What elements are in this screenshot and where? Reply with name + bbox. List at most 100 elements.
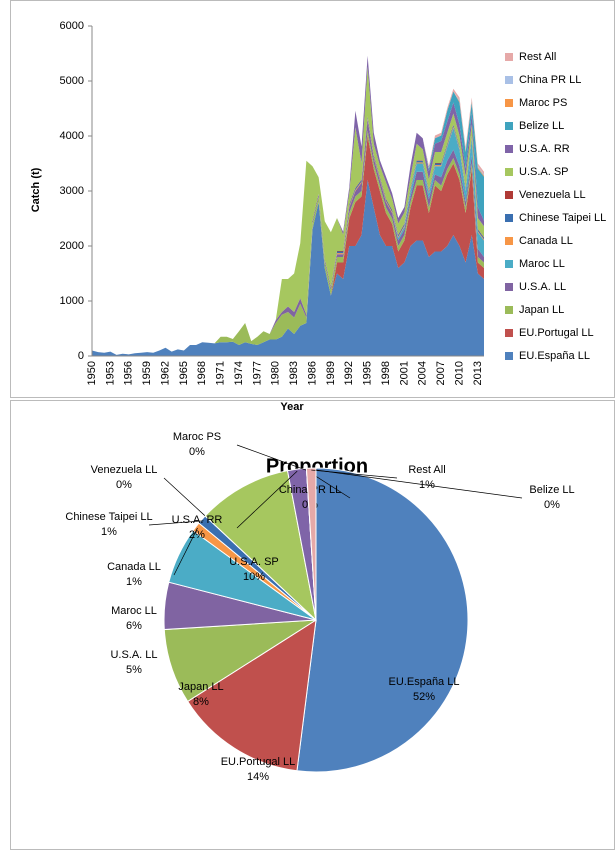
legend-swatch <box>505 76 513 84</box>
pie-slice <box>204 470 317 622</box>
area <box>92 55 484 355</box>
legend-swatch <box>505 53 513 61</box>
pie-slice <box>296 467 469 773</box>
pie-label: Maroc PS <box>173 431 221 443</box>
x-tick-label: 1965 <box>178 361 190 385</box>
x-tick-label: 2007 <box>435 361 447 385</box>
x-axis-title: Year <box>280 401 304 413</box>
pie-value-label: 1% <box>101 526 117 538</box>
y-tick-label: 6000 <box>60 20 84 32</box>
pie-value-label: 6% <box>126 620 142 632</box>
y-tick-label: 4000 <box>60 130 84 142</box>
x-tick-label: 1977 <box>251 361 263 385</box>
x-tick-label: 1998 <box>380 361 392 385</box>
legend-label: Rest All <box>519 51 556 63</box>
legend-label: Canada LL <box>519 235 573 247</box>
pie-label: Venezuela LL <box>91 464 158 476</box>
legend-label: Venezuela LL <box>519 189 586 201</box>
legend-label: Maroc PS <box>519 97 567 109</box>
pie-value-label: 0% <box>544 499 560 511</box>
pie-label: Maroc LL <box>111 605 157 617</box>
area <box>92 180 484 356</box>
x-tick-label: 1959 <box>141 361 153 385</box>
x-tick-label: 1953 <box>104 361 116 385</box>
pie-value-label: 5% <box>126 664 142 676</box>
leader-line <box>148 520 204 526</box>
area <box>92 66 484 355</box>
leader-line <box>236 470 298 529</box>
x-tick-label: 1992 <box>343 361 355 385</box>
leader-line <box>163 477 207 518</box>
x-tick-label: 2001 <box>398 361 410 385</box>
pie-slice <box>186 619 317 772</box>
x-tick-label: 1980 <box>270 361 282 385</box>
pie-label: EU.Portugal LL <box>221 756 296 768</box>
pie-label: U.S.A. LL <box>110 649 157 661</box>
pie-value-label: 10% <box>243 571 265 583</box>
x-tick-label: 1962 <box>159 361 171 385</box>
legend-label: U.S.A. SP <box>519 166 569 178</box>
legend-label: Japan LL <box>519 304 564 316</box>
y-tick-label: 2000 <box>60 240 84 252</box>
y-tick-label: 0 <box>78 350 84 362</box>
legend-label: U.S.A. LL <box>519 281 566 293</box>
y-tick-label: 5000 <box>60 75 84 87</box>
x-tick-label: 2013 <box>472 361 484 385</box>
pie-value-label: 0% <box>116 479 132 491</box>
legend-swatch <box>505 191 513 199</box>
pie-value-label: 52% <box>413 691 435 703</box>
pie-label: Chinese Taipei LL <box>65 511 152 523</box>
pie-label: U.S.A. SP <box>229 556 279 568</box>
x-tick-label: 1950 <box>86 361 98 385</box>
x-tick-label: 1971 <box>215 361 227 385</box>
pie-value-label: 0% <box>189 446 205 458</box>
area <box>92 136 484 355</box>
pie-label: Belize LL <box>529 484 574 496</box>
x-tick-label: 1989 <box>325 361 337 385</box>
legend-label: EU.España LL <box>519 350 590 362</box>
legend-swatch <box>505 168 513 176</box>
legend-swatch <box>505 122 513 130</box>
y-axis-title: Catch (t) <box>30 167 42 212</box>
area <box>92 119 484 355</box>
pie-value-label: 8% <box>193 696 209 708</box>
legend-swatch <box>505 214 513 222</box>
y-tick-label: 3000 <box>60 185 84 197</box>
y-tick-label: 1000 <box>60 295 84 307</box>
pie-value-label: 14% <box>247 771 269 783</box>
x-tick-label: 2010 <box>453 361 465 385</box>
pie-label: EU.España LL <box>389 676 460 688</box>
x-tick-label: 1995 <box>362 361 374 385</box>
pie-label: U.S.A. RR <box>172 514 223 526</box>
x-tick-label: 1974 <box>233 361 245 385</box>
legend-swatch <box>505 99 513 107</box>
x-tick-label: 1968 <box>196 361 208 385</box>
legend-swatch <box>505 283 513 291</box>
legend-swatch <box>505 145 513 153</box>
x-tick-label: 2004 <box>417 361 429 385</box>
legend-label: Chinese Taipei LL <box>519 212 606 224</box>
leader-line <box>236 444 307 471</box>
pie-label: Canada LL <box>107 561 161 573</box>
legend-label: China PR LL <box>519 74 581 86</box>
x-tick-label: 1956 <box>123 361 135 385</box>
legend-label: Maroc LL <box>519 258 565 270</box>
x-tick-label: 1983 <box>288 361 300 385</box>
legend-label: EU.Portugal LL <box>519 327 594 339</box>
legend-swatch <box>505 260 513 268</box>
leader-line <box>173 527 198 576</box>
leader-line <box>315 469 523 499</box>
pie-value-label: 2% <box>189 529 205 541</box>
legend-label: Belize LL <box>519 120 564 132</box>
legend-swatch <box>505 306 513 314</box>
pie-label: Rest All <box>408 464 445 476</box>
legend-swatch <box>505 237 513 245</box>
pie-value-label: 1% <box>126 576 142 588</box>
legend-label: U.S.A. RR <box>519 143 570 155</box>
legend-swatch <box>505 329 513 337</box>
x-tick-label: 1986 <box>306 361 318 385</box>
legend-swatch <box>505 352 513 360</box>
pie-label: Japan LL <box>178 681 223 693</box>
